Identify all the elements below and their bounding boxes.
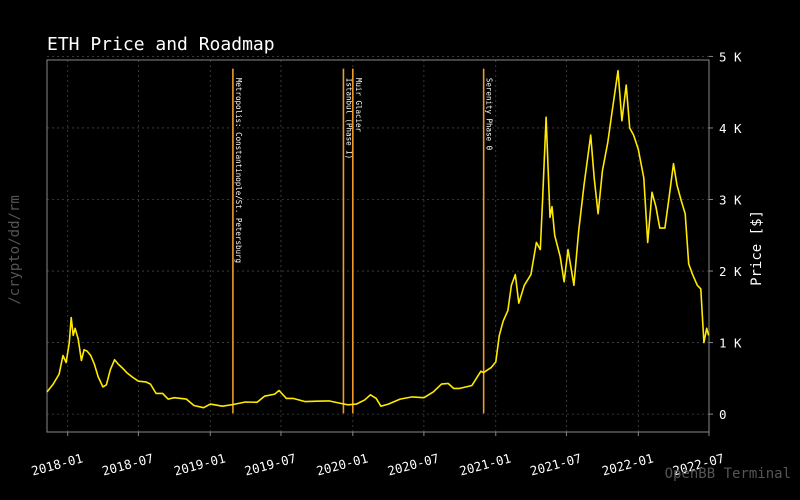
eth-price-line — [46, 69, 710, 409]
roadmap-event-label: Muir Glacier — [354, 78, 363, 133]
y-tick-label: 1 K — [719, 336, 742, 351]
x-tick-label: 2022-01 — [600, 450, 655, 478]
x-tick-label: 2021-07 — [528, 450, 583, 478]
roadmap-event-label: Serenity Phase 0 — [485, 78, 494, 151]
y-tick-label: 3 K — [719, 193, 742, 208]
grid-lines — [47, 56, 710, 432]
x-axis-ticks: 2018-01 2018-07 2019-01 2019-07 2020-01 2020-… — [30, 432, 726, 479]
x-tick-label: 2018-01 — [30, 450, 85, 478]
roadmap-events: Metropolis: Constantinople/St. Petersbur… — [232, 68, 494, 414]
x-tick-label: 2019-07 — [243, 450, 298, 478]
chart-title: ETH Price and Roadmap — [47, 34, 275, 55]
y-tick-label: 5 K — [719, 49, 742, 64]
watermark-right: OpenBB Terminal — [665, 466, 791, 482]
x-tick-label: 2020-07 — [386, 450, 441, 478]
x-tick-label: 2021-01 — [458, 450, 513, 478]
plot-frame — [46, 59, 710, 433]
y-tick-label: 2 K — [719, 264, 742, 279]
x-tick-label: 2020-01 — [315, 450, 370, 478]
roadmap-event-label: Istanbul (Phase I) — [344, 78, 353, 159]
watermark-left: /crypto/dd/rm — [7, 195, 23, 305]
x-tick-label: 2018-07 — [100, 450, 155, 478]
roadmap-event-label: Metropolis: Constantinople/St. Petersbur… — [234, 78, 243, 263]
y-tick-label: 0 — [719, 407, 727, 422]
x-tick-label: 2019-01 — [172, 450, 227, 478]
y-axis-label: Price [$] — [749, 210, 765, 286]
y-axis-ticks: 0 1 K 2 K 3 K 4 K 5 K — [709, 49, 742, 422]
y-tick-label: 4 K — [719, 121, 742, 136]
